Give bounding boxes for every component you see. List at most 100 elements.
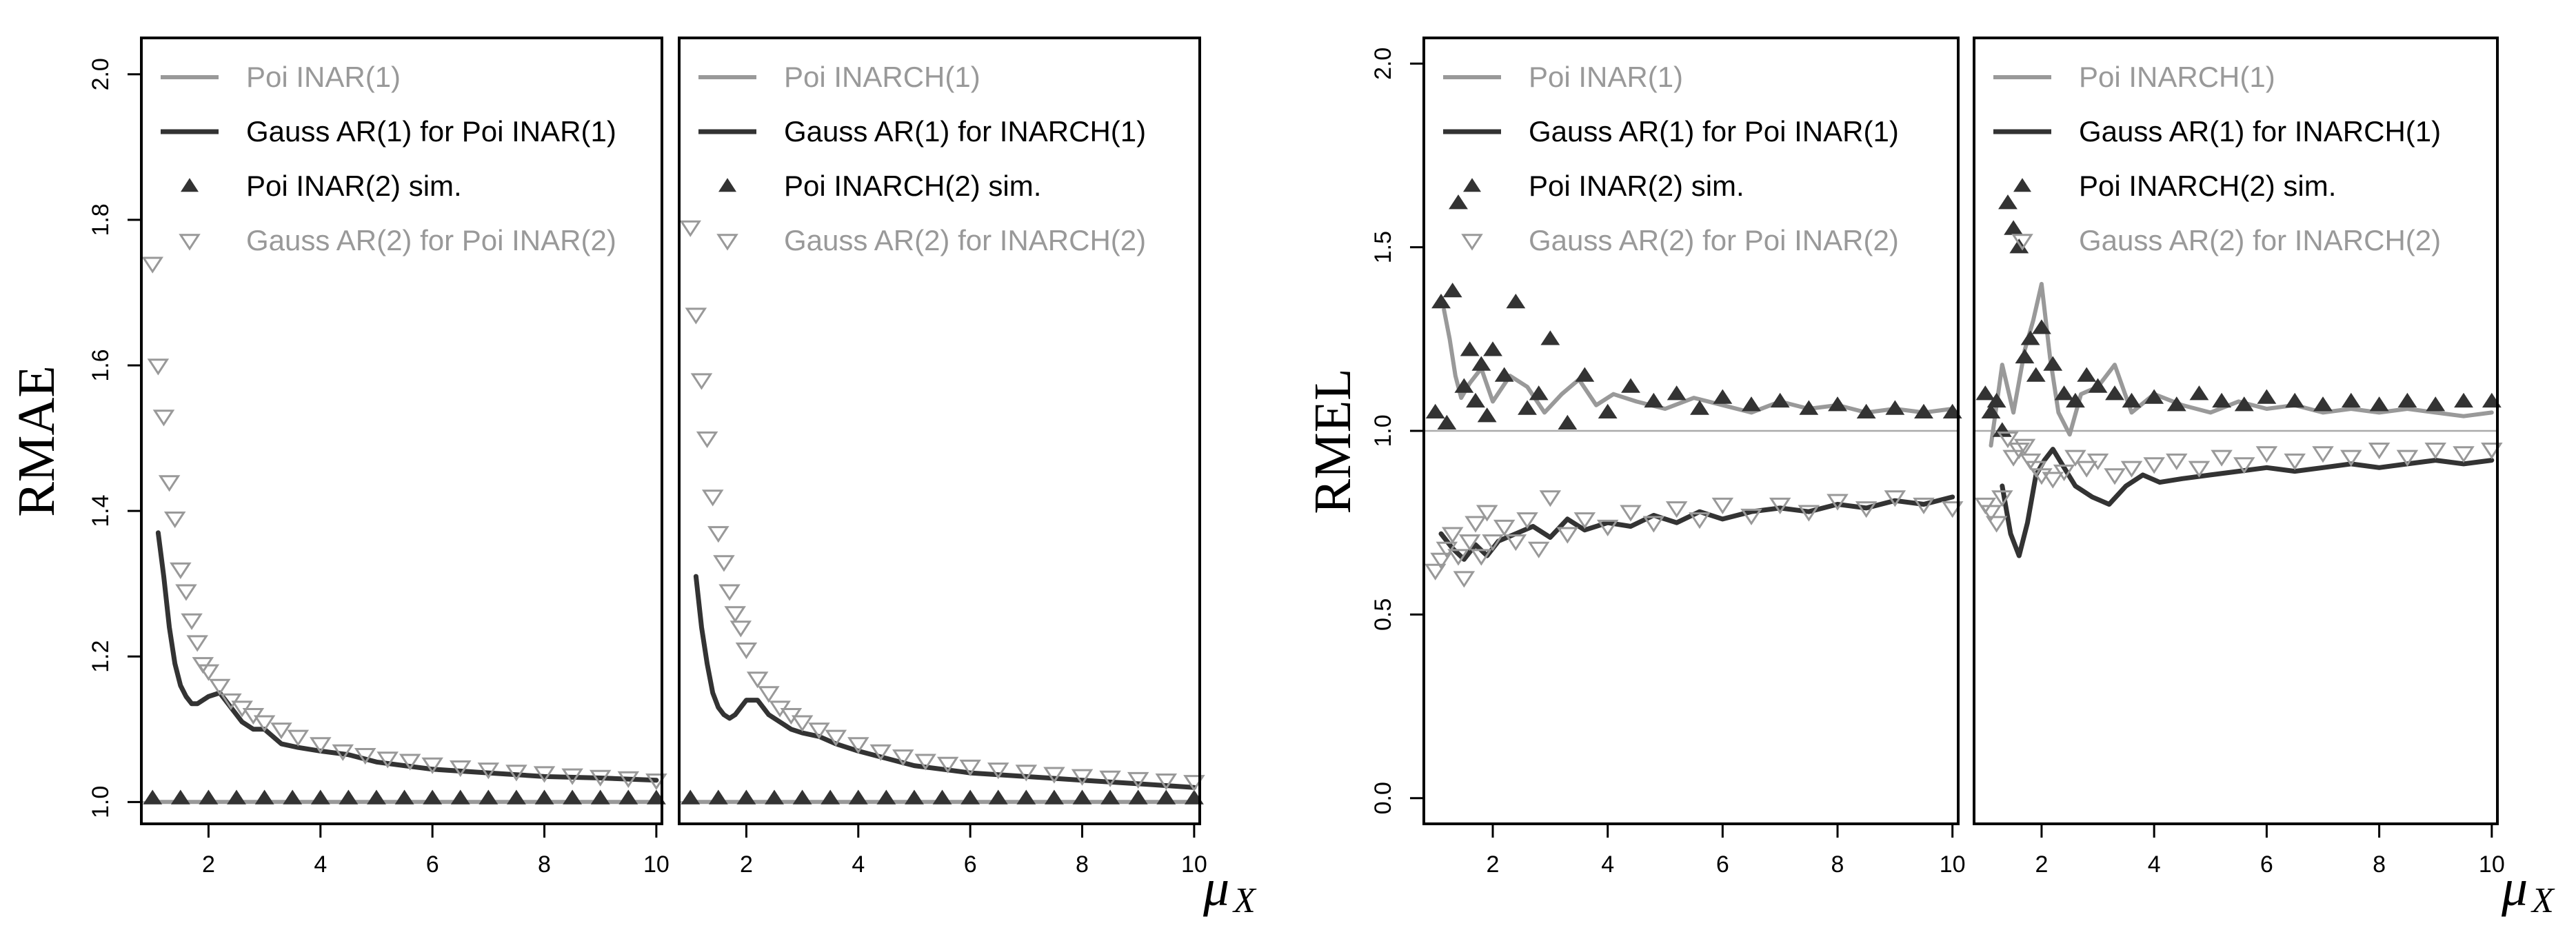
triangle-down-point: [1527, 541, 1550, 558]
chart-panel-4: 2 4 6 8 10μ X Poi INARCH(1) Gauss AR(1) for INA…: [1973, 37, 2555, 920]
legend-label: Poi INAR(1): [1529, 61, 1683, 93]
x-axis-label: μ: [1203, 859, 1229, 917]
triangle-down-point: [808, 722, 830, 740]
legend-key-triangle-up: [718, 178, 736, 192]
x-tick-label: 10: [1181, 851, 1207, 878]
x-tick-label: 8: [2373, 851, 2386, 878]
triangle-up-point: [1494, 367, 1514, 382]
triangle-down-point: [1099, 770, 1121, 787]
triangle-down-point: [1071, 769, 1094, 786]
legend-key-triangle-down: [1461, 234, 1483, 251]
triangle-down-point: [690, 373, 713, 390]
triangle-down-point: [421, 757, 443, 774]
triangle-up-point: [1431, 293, 1451, 309]
x-axis-label: μ: [2501, 859, 2528, 917]
triangle-up-point: [1506, 293, 1526, 309]
triangle-down-point: [1798, 505, 1820, 522]
triangle-up-point: [2189, 385, 2209, 401]
triangle-down-point: [1476, 505, 1498, 522]
triangle-up-point: [1442, 282, 1462, 298]
x-tick-label: 8: [1076, 851, 1089, 878]
triangle-up-point: [1981, 403, 2001, 419]
triangle-down-point: [2075, 461, 2098, 478]
triangle-down-point: [2002, 449, 2024, 467]
triangle-down-point: [1884, 490, 1906, 507]
triangle-down-point: [617, 771, 640, 788]
triangle-down-point: [1711, 497, 1734, 514]
triangle-down-point: [2013, 438, 2036, 456]
y-tick-label: 1.0: [1370, 414, 1396, 447]
triangle-down-point: [1997, 431, 2019, 449]
triangle-up-point: [1799, 400, 1819, 415]
triangle-up-point: [394, 789, 414, 805]
triangle-up-point: [367, 789, 386, 805]
triangle-up-point: [339, 789, 359, 805]
triangle-up-point: [227, 789, 246, 805]
legend-label: Gauss AR(2) for INARCH(2): [2079, 224, 2441, 256]
triangle-up-point: [848, 789, 868, 805]
legend-key-triangle-down: [2011, 234, 2033, 251]
triangle-down-point: [2396, 449, 2419, 467]
triangle-down-point: [332, 744, 354, 761]
series-tri-down-gray: [1974, 431, 2503, 533]
triangle-down-point: [735, 642, 758, 660]
triangle-up-point: [1072, 789, 1092, 805]
triangle-up-point: [2020, 330, 2040, 345]
triangle-up-point: [2009, 239, 2029, 254]
y-tick-label: 0.5: [1370, 598, 1396, 631]
triangle-up-point: [507, 789, 526, 805]
triangle-down-point: [505, 765, 527, 782]
triangle-down-point: [718, 584, 741, 601]
x-tick-label: 2: [2035, 851, 2048, 878]
triangle-down-point: [2211, 449, 2233, 467]
x-tick-label: 6: [426, 851, 439, 878]
x-tick-label: 2: [740, 851, 753, 878]
triangle-down-point: [1980, 505, 2002, 522]
triangle-down-point: [2312, 446, 2334, 463]
triangle-up-point: [143, 789, 163, 805]
triangle-up-point: [765, 789, 784, 805]
triangle-up-point: [2122, 392, 2142, 408]
triangle-down-point: [477, 762, 500, 780]
triangle-up-point: [534, 789, 554, 805]
triangle-up-point: [876, 789, 896, 805]
triangle-up-point: [821, 789, 841, 805]
triangle-up-point: [2166, 396, 2186, 412]
triangle-down-point: [287, 729, 310, 747]
triangle-down-point: [2086, 453, 2109, 471]
legend-label: Gauss AR(1) for Poi INAR(1): [246, 115, 616, 148]
x-tick-label: 2: [202, 851, 215, 878]
triangle-up-point: [1477, 407, 1497, 423]
triangle-down-point: [1827, 494, 1849, 511]
triangle-down-point: [2188, 461, 2211, 478]
triangle-up-point: [681, 789, 701, 805]
y-tick-label: 1.5: [1370, 231, 1396, 263]
triangle-up-point: [170, 789, 190, 805]
triangle-up-point: [1454, 378, 1474, 393]
x-tick-label: 2: [1487, 851, 1500, 878]
triangle-up-point: [2454, 392, 2473, 408]
x-tick-label: 6: [964, 851, 977, 878]
triangle-down-point: [1596, 519, 1619, 536]
triangle-down-point: [1482, 534, 1504, 552]
triangle-down-point: [987, 762, 1009, 780]
triangle-down-point: [1516, 512, 1538, 529]
triangle-up-point: [1466, 392, 1485, 408]
y-tick-label: 0.0: [1370, 782, 1396, 814]
triangle-up-point: [1044, 789, 1064, 805]
triangle-down-point: [679, 220, 702, 237]
triangle-up-point: [1540, 330, 1560, 345]
triangle-down-point: [2368, 442, 2391, 460]
triangle-up-point: [199, 789, 219, 805]
triangle-down-point: [2233, 457, 2255, 474]
x-tick-label: 4: [2148, 851, 2161, 878]
legend: Poi INAR(1) Gauss AR(1) for Poi INAR(1) Po…: [1443, 61, 1899, 256]
x-tick-label: 8: [1831, 851, 1844, 878]
triangle-up-point: [736, 789, 756, 805]
triangle-down-point: [892, 749, 914, 767]
triangle-down-point: [1665, 501, 1688, 518]
triangle-up-point: [960, 789, 980, 805]
triangle-up-point: [1644, 392, 1664, 408]
triangle-down-point: [914, 754, 936, 771]
triangle-up-point: [1529, 385, 1549, 401]
